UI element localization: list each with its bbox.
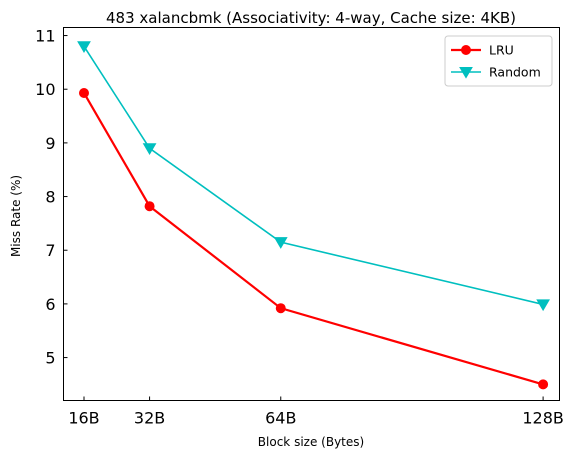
x-tick-label: 32B: [134, 409, 165, 428]
y-tick-label: 5: [45, 349, 55, 368]
legend-box: [444, 35, 553, 87]
plot-area: [63, 27, 560, 401]
legend-marker-lru: [461, 45, 471, 55]
y-tick-label: 7: [45, 241, 55, 260]
y-tick-label: 8: [45, 188, 55, 207]
y-tick-label: 9: [45, 134, 55, 153]
y-axis-label: Miss Rate (%): [9, 175, 23, 257]
data-point-lru: [538, 379, 549, 390]
x-axis: 16B 32B 64B 128B: [68, 396, 564, 428]
y-tick-label: 10: [35, 80, 55, 99]
series-layer: [77, 41, 550, 390]
x-tick-label: 16B: [68, 409, 99, 428]
legend-marker-random: [459, 67, 473, 79]
series-random: [77, 41, 550, 312]
data-point-random: [77, 41, 91, 53]
x-axis-label: Block size (Bytes): [258, 435, 364, 449]
series-lru: [78, 87, 549, 390]
y-tick-label: 6: [45, 295, 55, 314]
x-tick-label: 128B: [522, 409, 564, 428]
data-point-random: [536, 299, 550, 312]
data-point-lru: [275, 303, 286, 314]
data-point-lru: [144, 201, 155, 212]
data-point-lru: [78, 87, 89, 98]
y-tick-label: 11: [35, 27, 55, 46]
legend: LRU Random: [444, 35, 553, 87]
y-axis: 5 6 7 8 9 10 11: [35, 27, 68, 368]
legend-label-random: Random: [489, 65, 541, 80]
series-line-lru: [83, 92, 544, 386]
series-line-random: [83, 45, 544, 306]
x-tick-label: 64B: [265, 409, 296, 428]
data-point-random: [142, 143, 157, 155]
data-point-random: [273, 237, 288, 249]
legend-label-lru: LRU: [489, 43, 514, 58]
chart-title: 483 xalancbmk (Associativity: 4-way, Cac…: [106, 9, 516, 27]
